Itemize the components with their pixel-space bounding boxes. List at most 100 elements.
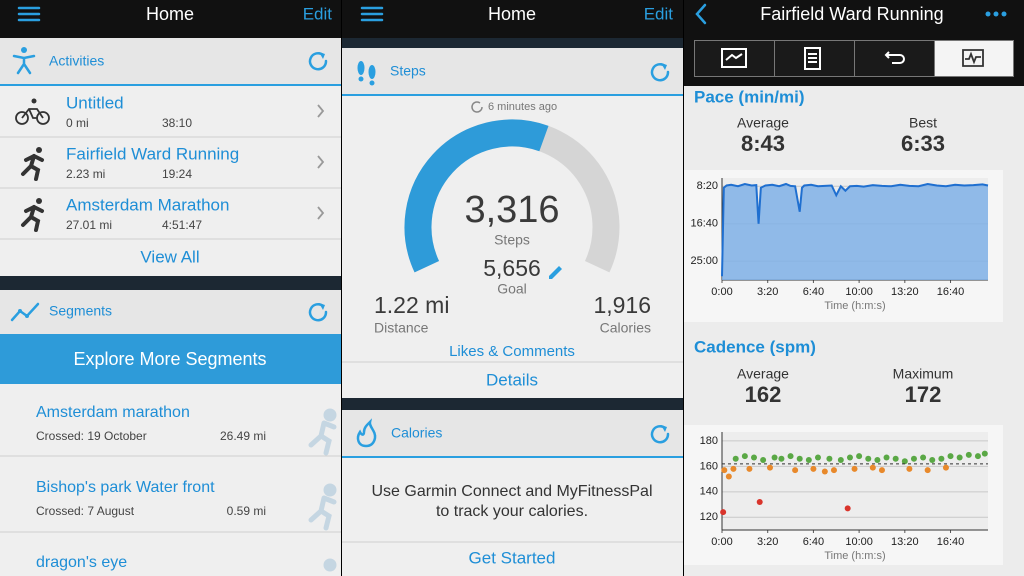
runner-icon (21, 147, 44, 181)
point (974, 453, 981, 460)
segment-distance: 26.49 mi (220, 429, 266, 443)
activity-distance: 2.23 mi (66, 167, 105, 181)
x-tick-label: 0:00 (711, 286, 732, 298)
menu-icon[interactable] (360, 6, 384, 22)
point (826, 455, 833, 462)
edit-button[interactable]: Edit (303, 4, 333, 23)
divider-band (342, 398, 683, 410)
point (760, 457, 767, 463)
x-tick-label: 13:20 (891, 536, 919, 548)
chart-title: Cadence (spm) (694, 337, 816, 356)
point (878, 467, 885, 474)
steps-label: Steps (494, 232, 530, 248)
x-tick-label: 6:40 (803, 286, 824, 298)
steps-count: 3,316 (464, 189, 559, 231)
segment-name[interactable]: dragon's eye (36, 554, 127, 571)
distance-value: 1.22 mi (374, 292, 449, 318)
y-tick-label: 25:00 (690, 255, 718, 267)
point (844, 505, 851, 512)
segment-crossed: Crossed: 19 October (36, 429, 147, 443)
tab-charts[interactable] (934, 40, 1014, 77)
refresh-icon[interactable] (650, 425, 670, 444)
plot-area (722, 432, 988, 530)
stat-value: 172 (905, 382, 942, 407)
point (846, 454, 853, 461)
section-title: Steps (390, 63, 426, 79)
refresh-icon[interactable] (308, 52, 328, 71)
stat-value: 6:33 (901, 131, 945, 156)
refresh-icon[interactable] (650, 63, 670, 82)
tab-splits[interactable] (694, 40, 775, 77)
y-tick-label: 16:40 (690, 218, 718, 230)
stat-label: Average (737, 115, 789, 131)
updated-time: 6 minutes ago (488, 101, 557, 113)
segments-icon (10, 302, 40, 322)
menu-icon[interactable] (17, 6, 41, 22)
point (938, 455, 945, 462)
x-tick-label: 13:20 (891, 286, 919, 298)
likes-link[interactable]: Likes & Comments (449, 343, 575, 360)
activity-duration: 38:10 (162, 116, 192, 130)
activity-duration: 4:51:47 (162, 218, 202, 232)
y-tick-label: 160 (700, 460, 718, 472)
calories-message: to track your calories. (436, 503, 588, 520)
segment-distance: 0.59 mi (227, 504, 266, 518)
segment-name[interactable]: Amsterdam marathon (36, 404, 190, 421)
point (865, 455, 872, 462)
back-button[interactable] (695, 3, 707, 25)
x-tick-label: 10:00 (845, 286, 873, 298)
charts-icon (962, 49, 984, 67)
stat-label: Best (909, 115, 937, 131)
point (906, 465, 913, 472)
section-header (0, 38, 341, 85)
point (787, 453, 794, 460)
point (965, 451, 972, 458)
x-tick-label: 6:40 (803, 536, 824, 548)
line (721, 182, 989, 277)
segment-name[interactable]: Bishop's park Water front (36, 479, 215, 496)
point (956, 454, 963, 461)
goal-label: Goal (497, 281, 527, 297)
activity-distance: 27.01 mi (66, 218, 112, 232)
details-link[interactable]: Details (486, 370, 538, 389)
flame-icon (356, 418, 377, 448)
divider-band (0, 276, 341, 290)
nav-title: Home (488, 4, 536, 24)
distance-label: Distance (374, 320, 429, 336)
section-header (342, 48, 683, 95)
point (892, 455, 899, 462)
nav-bar (342, 0, 683, 38)
activity-name: Fairfield Ward Running (66, 144, 239, 163)
activity-name: Amsterdam Marathon (66, 195, 229, 214)
sync-icon (471, 101, 483, 113)
calories-value: 1,916 (593, 292, 651, 318)
refresh-icon[interactable] (308, 303, 328, 322)
point (910, 455, 917, 462)
explore-button[interactable] (0, 334, 341, 384)
point (942, 464, 949, 471)
stat-value: 8:43 (741, 131, 785, 156)
texts: Home Edit Activities View All Segments Explor… (36, 4, 953, 571)
edit-icon[interactable] (549, 266, 562, 279)
edit-button[interactable]: Edit (644, 4, 674, 23)
nav-title: Home (146, 4, 194, 24)
tab-bar (694, 40, 1014, 77)
x-tick-label: 16:40 (937, 286, 965, 298)
section-title: Activities (49, 53, 104, 69)
calories-label: Calories (600, 320, 651, 336)
section-title: Segments (49, 303, 112, 319)
point (796, 455, 803, 462)
tab-laps[interactable] (854, 40, 935, 77)
goal-value: 5,656 (483, 255, 541, 281)
point (750, 454, 757, 461)
calories-message: Use Garmin Connect and MyFitnessPal (372, 483, 653, 500)
x-axis-label: Time (h:m:s) (824, 550, 885, 562)
point (720, 509, 727, 516)
y-tick-label: 8:20 (697, 180, 718, 192)
explore-button-label[interactable]: Explore More Segments (73, 349, 266, 369)
view-all-link[interactable]: View All (140, 247, 199, 266)
more-button[interactable] (985, 11, 1007, 17)
laps-icon (884, 51, 905, 64)
get-started-link[interactable]: Get Started (469, 548, 556, 567)
point (920, 454, 927, 461)
